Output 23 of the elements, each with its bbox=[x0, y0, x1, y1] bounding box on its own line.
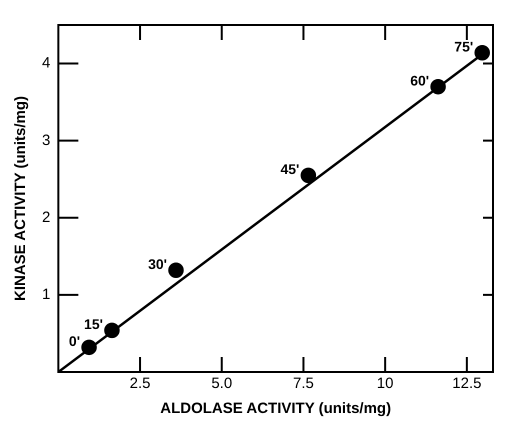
x-tick-label: 5.0 bbox=[211, 375, 232, 392]
point bbox=[168, 262, 184, 278]
annotation: 30' bbox=[148, 256, 167, 272]
y-tick-label: 2 bbox=[42, 208, 50, 226]
x-tick-label: 10 bbox=[376, 375, 394, 392]
x-tick-label: 7.5 bbox=[293, 375, 314, 392]
annotation: 60' bbox=[410, 72, 430, 89]
point bbox=[104, 322, 120, 338]
point bbox=[474, 45, 490, 61]
annotation: 0' bbox=[68, 333, 80, 350]
x-axis-title: ALDOLASE ACTIVITY (units/mg) bbox=[160, 400, 392, 418]
y-tick-label: 1 bbox=[42, 286, 50, 304]
y-axis-title: KINASE ACTIVITY (units/mg) bbox=[12, 96, 30, 302]
point bbox=[300, 168, 316, 184]
x-tick-label: 12.5 bbox=[452, 375, 482, 392]
y-tick-label: 3 bbox=[42, 132, 50, 149]
x-tick-label: 2.5 bbox=[130, 375, 150, 392]
annotation: 75' bbox=[454, 38, 474, 55]
annotation: 45' bbox=[280, 161, 300, 178]
point bbox=[81, 340, 97, 356]
y-tick-label: 4 bbox=[42, 54, 50, 72]
annotation: 15' bbox=[84, 316, 103, 332]
point bbox=[430, 78, 446, 94]
